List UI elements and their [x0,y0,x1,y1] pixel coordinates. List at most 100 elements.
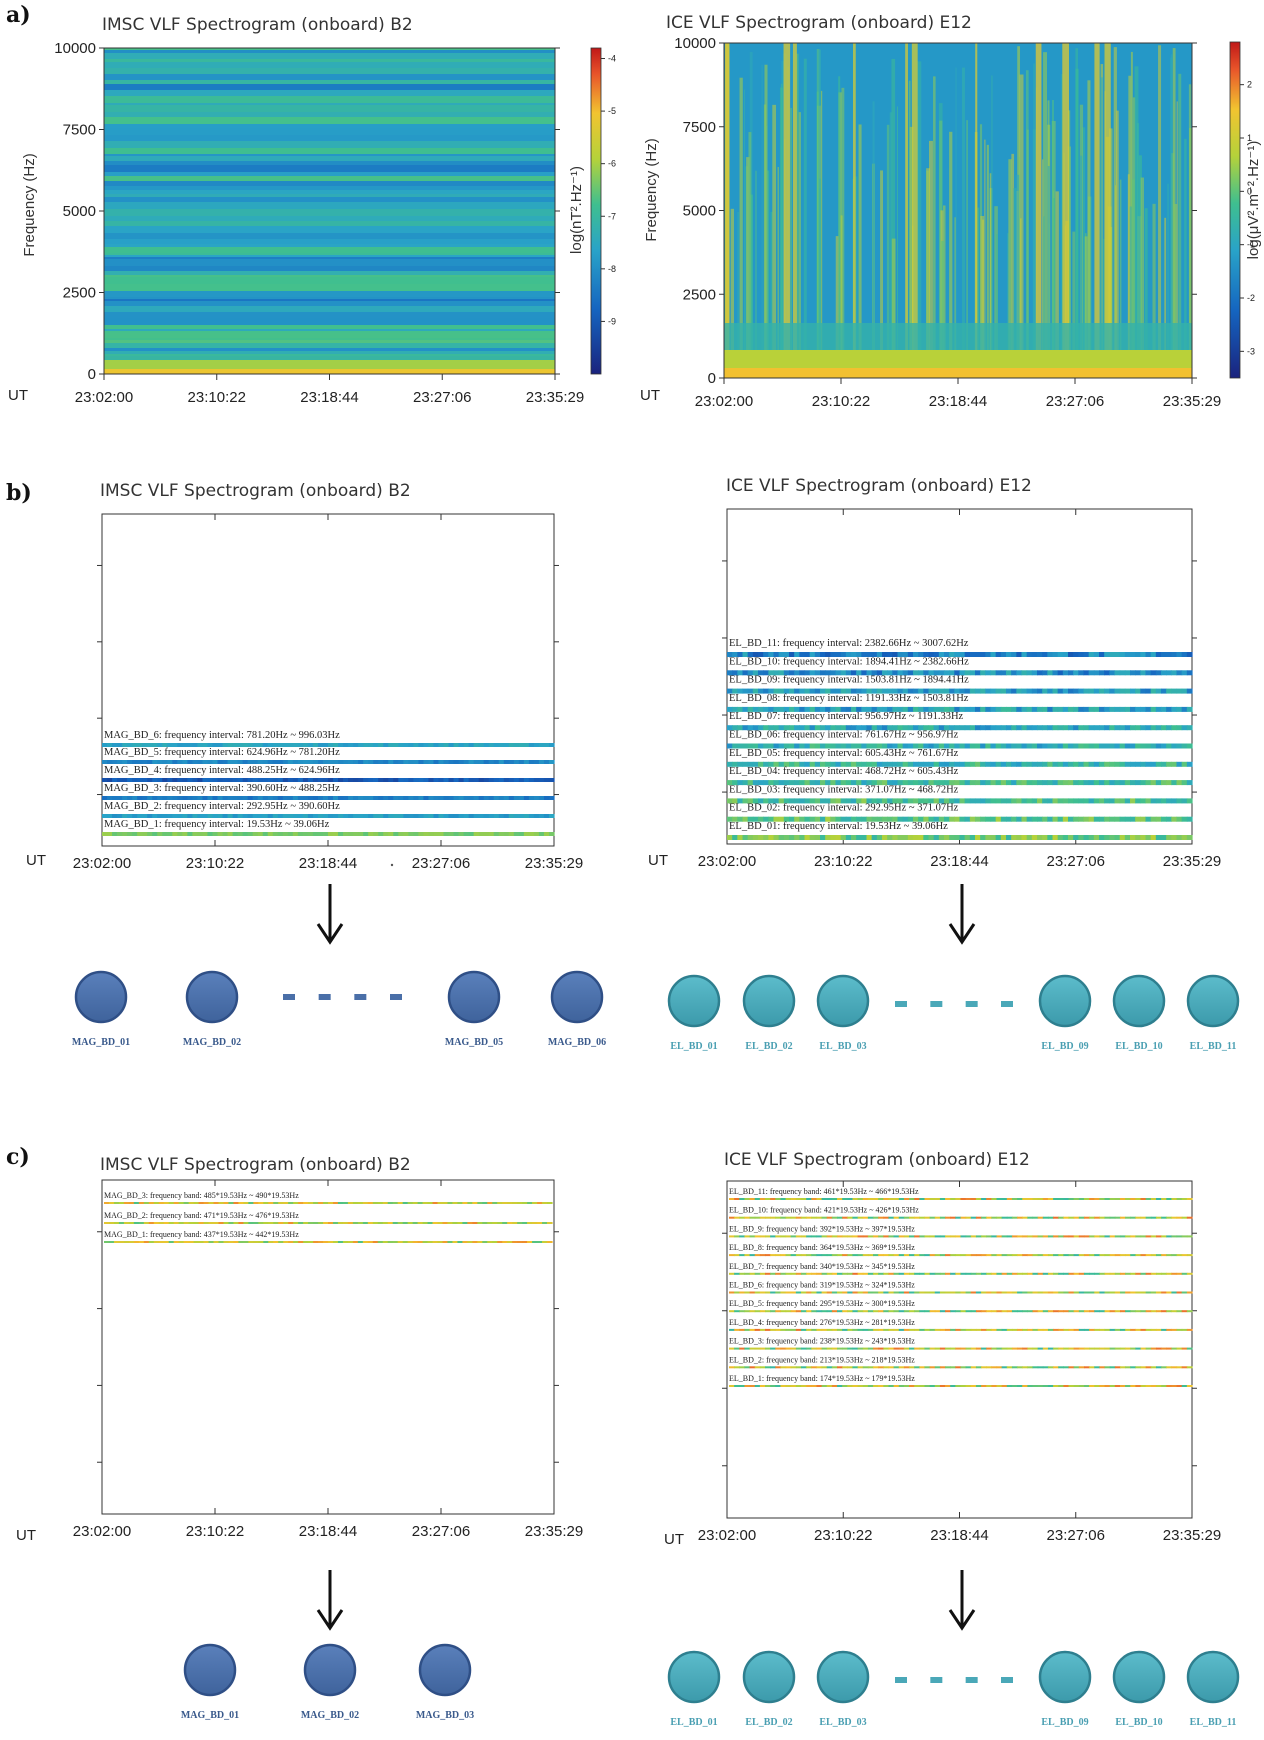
spectrogram-streak [779,87,783,378]
band-strip [1119,688,1126,694]
band-strip [903,1310,910,1313]
band-strip [737,816,744,822]
band-strip [919,1328,926,1331]
band-strip [949,725,955,731]
spectrogram-stripe [104,90,555,96]
band-strip [128,1241,135,1243]
down-arrow-icon [316,1609,344,1631]
band-strip [754,1216,761,1219]
band-strip [1063,1272,1070,1275]
band-strip [102,760,108,764]
band-strip [373,814,379,818]
band-strip [238,1222,244,1224]
band-strip [433,743,440,747]
spectrogram-streak [1119,179,1122,378]
band-strip [955,1272,962,1275]
spectrogram-stripe [104,165,555,172]
band-strip [856,725,862,731]
band-strip [929,1254,936,1257]
band-strip [873,1198,879,1200]
band-strip [1176,1347,1183,1350]
band-strip [1042,1291,1049,1294]
spectrogram-streak [926,168,930,378]
band-strip [1125,1347,1131,1350]
band-strip [970,1198,977,1200]
band-strip [1088,816,1095,822]
band-strip [223,1222,230,1224]
x-tick-label: 23:18:44 [930,853,988,870]
band-strip [232,743,239,747]
band-strip [178,1241,185,1243]
spectrogram-streak [962,67,965,378]
spectrogram-stripe [104,275,555,277]
band-strip [954,816,961,822]
band-strip [732,780,738,786]
band-strip [1001,1216,1008,1219]
band-strip [830,652,837,657]
band-strip [773,706,780,712]
band-strip [428,796,435,800]
band-strip [857,1254,864,1257]
band-strip [307,778,314,782]
band-strip [799,835,806,840]
band-strip [934,1198,941,1200]
band-strip [1006,1347,1013,1350]
band-strip [960,1216,967,1219]
band-strip [1022,1328,1028,1331]
band-strip [888,1254,895,1257]
band-strip [227,796,234,800]
band-strip [1145,652,1152,657]
band-strip [373,796,379,800]
band-strip [759,1385,766,1387]
band-strip [892,798,899,804]
band-strip [1083,780,1090,786]
band-strip [835,670,842,676]
band-strip [1114,1347,1121,1350]
band-strip [1176,761,1183,767]
band-strip [845,816,852,822]
band-strip [794,761,800,767]
band-strip [112,814,118,818]
band-strip [322,832,329,836]
band-strip [878,1366,884,1369]
band-strip [438,760,445,764]
band-strip [1130,835,1136,840]
band-strip [328,1202,334,1204]
band-strip [1063,1254,1070,1257]
band-strip [1057,743,1064,749]
band-strip [965,1366,972,1369]
band-strip [811,1347,818,1350]
band-strip [1042,1216,1049,1219]
band-strip [1114,1385,1121,1387]
band-strip [845,688,852,694]
band-strip [964,835,971,840]
band-strip [508,743,515,747]
band-strip [1140,1291,1147,1294]
band-strip [898,1291,905,1294]
band-node-label: EL_BD_10 [1115,1041,1162,1052]
band-strip [478,796,485,800]
chart-b-left-xlabel: UT [26,852,46,869]
band-strip [527,1222,533,1224]
spectrogram-streak [1140,177,1144,378]
band-strip [1135,1347,1142,1350]
band-strip [162,832,168,836]
band-strip [1042,1272,1049,1275]
band-strip [497,1241,503,1243]
band-strip [212,743,219,747]
band-strip [403,796,409,800]
band-strip [747,835,754,840]
band-strip [528,832,535,836]
band-strip [478,832,485,836]
band-strip [282,832,289,836]
band-label: MAG_BD_3: frequency interval: 390.60Hz ~… [104,783,340,794]
band-strip [398,832,404,836]
band-strip [914,1347,920,1350]
band-strip [247,760,254,764]
band-strip [408,760,414,764]
band-strip [522,1241,528,1243]
band-strip [902,835,909,840]
band-strip [835,743,842,749]
band-strip [790,1291,797,1294]
band-strip [744,1291,751,1294]
